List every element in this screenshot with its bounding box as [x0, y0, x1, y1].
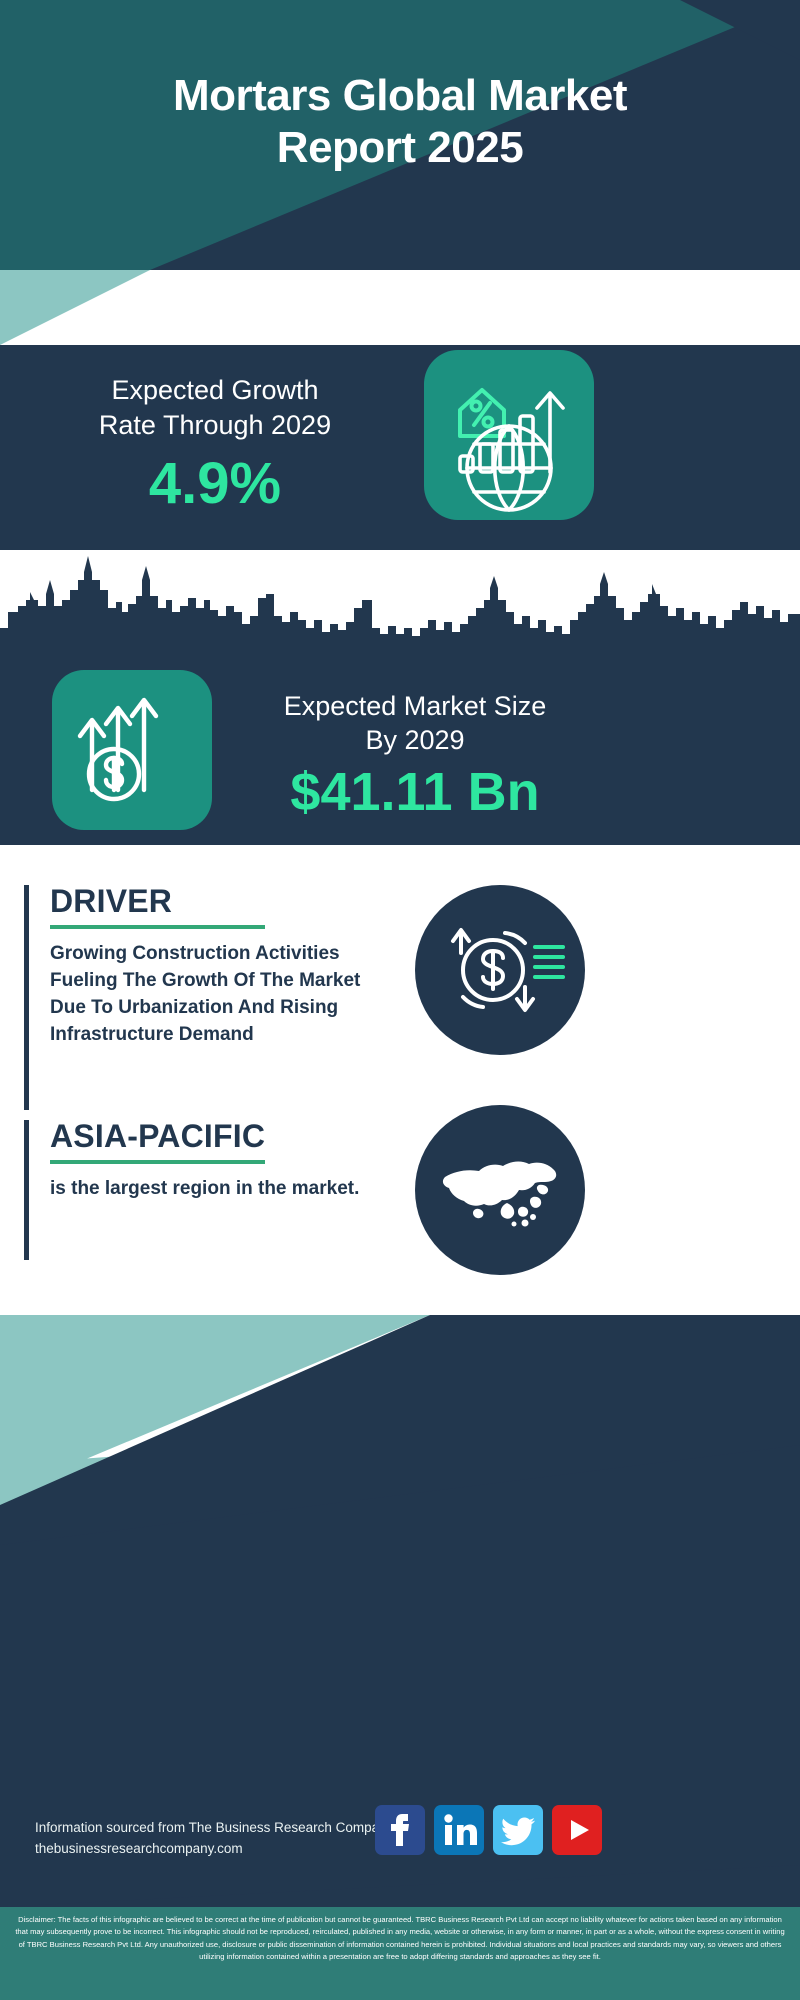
header-wedge-band — [0, 270, 800, 345]
driver-card: DRIVER Growing Construction Activities F… — [24, 883, 394, 1110]
light-teal-wedge — [0, 270, 150, 345]
driver-rule — [50, 924, 265, 929]
footer-source-line2[interactable]: thebusinessresearchcompany.com — [35, 1840, 243, 1856]
disclaimer-text: Disclaimer: The facts of this infographi… — [0, 1907, 800, 2000]
linkedin-icon[interactable] — [434, 1805, 484, 1855]
dollar-arrows-up-icon — [77, 697, 159, 802]
region-title: ASIA-PACIFIC — [50, 1118, 266, 1154]
youtube-icon[interactable] — [552, 1805, 602, 1855]
asia-map-icon — [442, 1161, 557, 1227]
driver-body: Growing Construction Activities Fueling … — [50, 942, 361, 1045]
social-links — [375, 1805, 635, 1855]
growth-rate-value: 4.9% — [148, 451, 282, 516]
page-title: Mortars Global Market Report 2025 — [0, 70, 800, 174]
facebook-icon[interactable] — [375, 1805, 425, 1855]
city-skyline-band — [0, 550, 800, 670]
market-size-value: $41.11 Bn — [290, 762, 540, 822]
dollar-cycle-arrows-icon — [451, 928, 565, 1012]
market-label-line1: Expected Market Size — [283, 691, 547, 721]
market-label: Expected Market Size By 2029 — [240, 690, 590, 758]
footer-shapes — [0, 1295, 800, 2000]
driver-title: DRIVER — [50, 883, 173, 919]
growth-icon-box — [424, 350, 594, 520]
twitter-icon[interactable] — [493, 1805, 543, 1855]
region-card: ASIA-PACIFIC is the largest region in th… — [24, 1118, 394, 1260]
market-icon-box — [52, 670, 212, 830]
growth-label-line2: Rate Through 2029 — [98, 409, 332, 440]
region-rule — [50, 1159, 265, 1164]
insights-section: DRIVER Growing Construction Activities F… — [0, 845, 800, 1295]
driver-accent-bar — [24, 885, 29, 1110]
skyline-silhouette-icon — [0, 556, 800, 670]
region-body: is the largest region in the market. — [50, 1177, 360, 1199]
page-title-line2: Report 2025 — [276, 122, 524, 172]
header-diagonal-shape — [150, 0, 800, 270]
driver-icon-circle — [415, 885, 585, 1055]
growth-label: Expected Growth Rate Through 2029 — [30, 373, 400, 442]
header-banner: Mortars Global Market Report 2025 — [0, 0, 800, 270]
house-percent-bar-chart-globe-icon — [458, 388, 565, 512]
footer-source: Information sourced from The Business Re… — [35, 1818, 395, 1860]
expected-growth-section: Expected Growth Rate Through 2029 4.9% — [0, 345, 800, 550]
growth-label-line1: Expected Growth — [111, 375, 319, 405]
region-accent-bar — [24, 1120, 29, 1260]
market-label-line2: By 2029 — [365, 724, 465, 755]
region-icon-circle — [415, 1105, 585, 1275]
page-title-line1: Mortars Global Market — [172, 71, 628, 120]
footer-source-line1: Information sourced from The Business Re… — [35, 1820, 394, 1835]
footer-diagonal-shapes — [0, 1295, 800, 2000]
